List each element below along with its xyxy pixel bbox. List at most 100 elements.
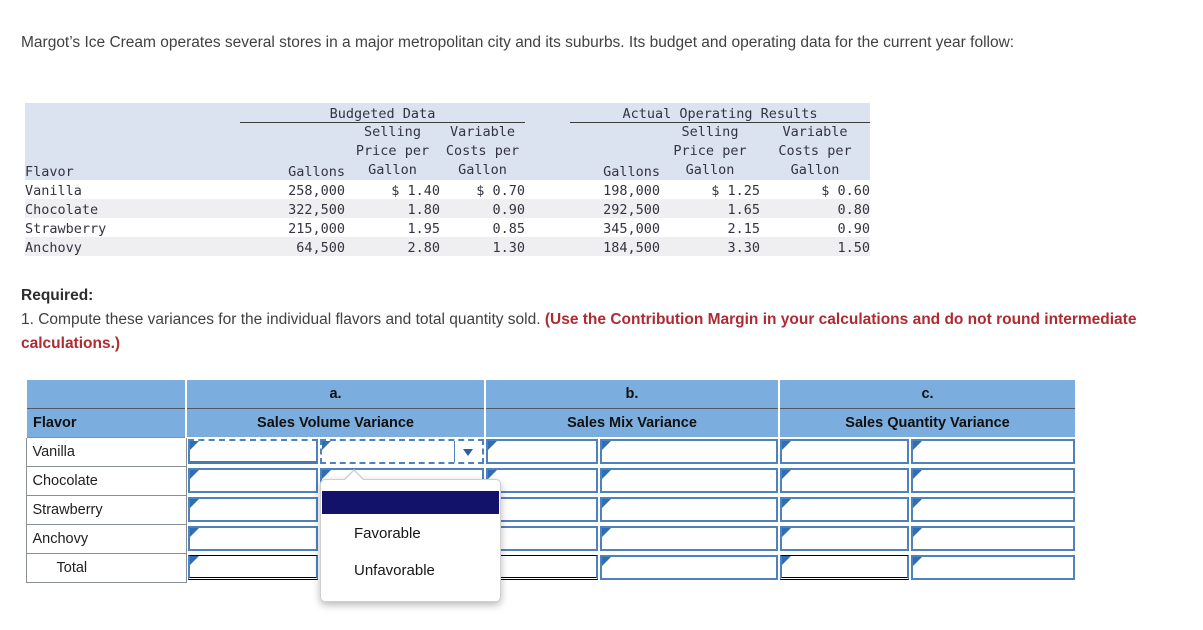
input-total-sales-quantity-amount[interactable] — [780, 555, 909, 580]
select-sales-mix-direction[interactable] — [600, 468, 778, 493]
value-cell: 1.65 — [660, 198, 760, 218]
value-cell: 0.90 — [837, 220, 870, 237]
flavor-cell: Vanilla — [25, 182, 82, 199]
header-sales-volume-variance: Sales Volume Variance — [185, 408, 486, 437]
header-sales-quantity-variance: Sales Quantity Variance — [778, 408, 1077, 437]
select-sales-quantity-direction[interactable] — [911, 468, 1075, 493]
answer-flag-icon — [189, 528, 199, 537]
select-sales-quantity-direction[interactable] — [911, 439, 1075, 464]
select-sales-quantity-direction[interactable] — [911, 497, 1075, 522]
answer-flag-icon — [782, 470, 791, 479]
answer-flag-icon — [602, 557, 611, 566]
header-sales-mix-variance: Sales Mix Variance — [484, 408, 780, 437]
required-label: Required: — [21, 287, 94, 304]
answer-flag-icon — [189, 556, 199, 565]
row-label: Chocolate — [25, 465, 187, 496]
select-sales-volume-direction-active[interactable] — [320, 439, 484, 464]
input-sales-volume-amount[interactable] — [187, 468, 318, 493]
input-sales-mix-amount[interactable] — [486, 468, 598, 493]
dropdown-option-favorable[interactable]: Favorable — [354, 525, 421, 542]
header-flavor: Flavor — [25, 408, 187, 437]
header-budget-gallons: Gallons — [240, 122, 345, 180]
value-cell: $ 1.40 — [391, 182, 440, 199]
header-budget-selling-price: Selling Price per Gallon — [345, 122, 440, 180]
value-cell: 292,500 — [570, 198, 660, 218]
input-total-sales-volume-amount[interactable] — [187, 555, 318, 580]
table-row: Vanilla — [25, 436, 1076, 467]
value-cell: 184,500 — [570, 236, 660, 256]
header-letter-b: b. — [484, 380, 780, 409]
row-label: Total — [25, 552, 187, 583]
answer-flag-icon — [488, 441, 497, 450]
spacer-cell — [25, 103, 240, 122]
header-budget-variable-costs: Variable Costs per Gallon — [440, 122, 525, 180]
input-sales-quantity-amount[interactable] — [780, 439, 909, 464]
dropdown-arrow-button[interactable] — [454, 441, 482, 462]
select-sales-mix-direction[interactable] — [600, 439, 778, 464]
header-flavor: Flavor — [25, 122, 240, 180]
value-cell: 322,500 — [240, 198, 345, 218]
select-sales-mix-direction[interactable] — [600, 526, 778, 551]
input-sales-quantity-amount[interactable] — [780, 497, 909, 522]
flavor-cell: Anchovy — [25, 236, 240, 256]
value-cell: 258,000 — [288, 182, 345, 199]
input-sales-volume-amount[interactable] — [187, 497, 318, 522]
value-cell: 3.30 — [660, 236, 760, 256]
answer-flag-icon — [602, 499, 611, 508]
dropdown-popup: Favorable Unfavorable — [320, 469, 501, 602]
value-cell: 198,000 — [603, 182, 660, 199]
header-actual-selling-price: Selling Price per Gallon — [660, 122, 760, 180]
table-row: Vanilla 258,000 $ 1.40 $ 0.70 198,000 $ … — [25, 180, 870, 199]
answer-flag-icon — [913, 470, 922, 479]
dropdown-option-blank-highlighted[interactable] — [322, 491, 499, 514]
row-label: Vanilla — [25, 436, 187, 467]
value-cell: $ 0.70 — [476, 182, 525, 199]
required-section: Required: 1. Compute these variances for… — [21, 284, 1199, 356]
answer-flag-icon — [782, 556, 791, 565]
table-row: Chocolate 322,500 1.80 0.90 292,500 1.65… — [25, 198, 870, 218]
dropdown-option-unfavorable[interactable]: Unfavorable — [354, 562, 435, 579]
budget-data-table: Budgeted Data Actual Operating Results F… — [25, 103, 870, 256]
answer-flag-icon — [913, 499, 922, 508]
input-sales-mix-amount[interactable] — [486, 439, 598, 464]
row-label: Anchovy — [25, 523, 187, 554]
value-cell: 1.95 — [407, 220, 440, 237]
input-sales-volume-amount[interactable] — [187, 526, 318, 551]
value-cell: 1.30 — [440, 236, 525, 256]
value-cell: 0.90 — [440, 198, 525, 218]
header-letter-c: c. — [778, 380, 1077, 409]
select-sales-mix-direction[interactable] — [600, 497, 778, 522]
table-row-total: Total — [25, 552, 1076, 583]
value-cell: 2.15 — [727, 220, 760, 237]
select-total-sales-quantity-direction[interactable] — [911, 555, 1075, 580]
table-row: Chocolate — [25, 465, 1076, 496]
input-sales-mix-amount[interactable] — [486, 526, 598, 551]
table-row: Strawberry — [25, 494, 1076, 525]
input-sales-mix-amount[interactable] — [486, 497, 598, 522]
value-cell: 215,000 — [288, 220, 345, 237]
instruction-text: 1. Compute these variances for the indiv… — [21, 311, 545, 329]
answer-flag-icon — [913, 528, 922, 537]
answer-flag-icon — [602, 441, 611, 450]
answer-flag-icon — [782, 499, 791, 508]
column-spacer — [525, 103, 570, 122]
value-cell: 1.80 — [345, 198, 440, 218]
answer-flag-icon — [189, 441, 199, 450]
select-total-sales-mix-direction[interactable] — [600, 555, 778, 580]
input-sales-volume-amount-active[interactable] — [187, 439, 318, 464]
flavor-cell: Strawberry — [25, 220, 107, 237]
row-label: Strawberry — [25, 494, 187, 525]
flavor-cell: Chocolate — [25, 198, 240, 218]
header-actual-gallons: Gallons — [570, 122, 660, 180]
value-cell: 1.50 — [760, 236, 870, 256]
value-cell: 2.80 — [345, 236, 440, 256]
input-total-sales-mix-amount[interactable] — [486, 555, 598, 580]
caret-down-icon — [463, 449, 473, 456]
input-sales-quantity-amount[interactable] — [780, 526, 909, 551]
select-sales-quantity-direction[interactable] — [911, 526, 1075, 551]
input-sales-quantity-amount[interactable] — [780, 468, 909, 493]
answer-flag-icon — [913, 557, 922, 566]
answer-flag-icon — [782, 528, 791, 537]
value-cell: $ 0.60 — [821, 182, 870, 199]
table-row: Anchovy 64,500 2.80 1.30 184,500 3.30 1.… — [25, 236, 870, 256]
